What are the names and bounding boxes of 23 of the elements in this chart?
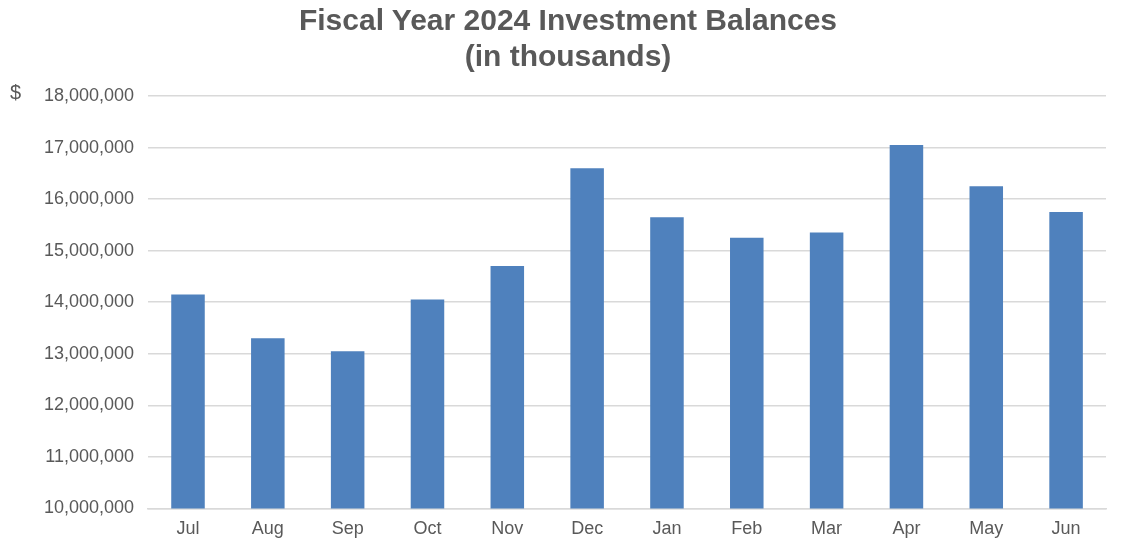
x-tick-label: Apr bbox=[892, 518, 921, 539]
x-tick-label: Oct bbox=[413, 518, 442, 539]
y-axis-title: $ bbox=[10, 80, 22, 103]
x-tick-label: Jan bbox=[652, 518, 682, 539]
x-tick-label: Feb bbox=[731, 518, 763, 539]
x-tick-label: Aug bbox=[251, 518, 284, 539]
y-tick-label: 11,000,000 bbox=[45, 445, 135, 466]
x-tick-label: Nov bbox=[491, 518, 524, 539]
x-tick-label: Jun bbox=[1051, 518, 1081, 539]
y-tick-label: 18,000,000 bbox=[43, 84, 135, 105]
x-tick-label: May bbox=[969, 518, 1004, 539]
x-tick-label: Jul bbox=[176, 518, 200, 539]
x-tick-label: Mar bbox=[811, 518, 843, 539]
y-tick-label: 14,000,000 bbox=[43, 291, 135, 312]
y-tick-label: 10,000,000 bbox=[43, 497, 135, 518]
x-tick-label: Dec bbox=[571, 518, 604, 539]
y-tick-label: 16,000,000 bbox=[43, 188, 135, 209]
x-tick-label: Sep bbox=[331, 518, 364, 539]
chart-title: Fiscal Year 2024 Investment Balances (in thousands) bbox=[298, 3, 838, 73]
y-tick-label: 17,000,000 bbox=[43, 136, 135, 157]
y-tick-label: 12,000,000 bbox=[43, 394, 135, 415]
y-tick-label: 15,000,000 bbox=[43, 239, 135, 260]
y-tick-label: 13,000,000 bbox=[43, 342, 135, 363]
